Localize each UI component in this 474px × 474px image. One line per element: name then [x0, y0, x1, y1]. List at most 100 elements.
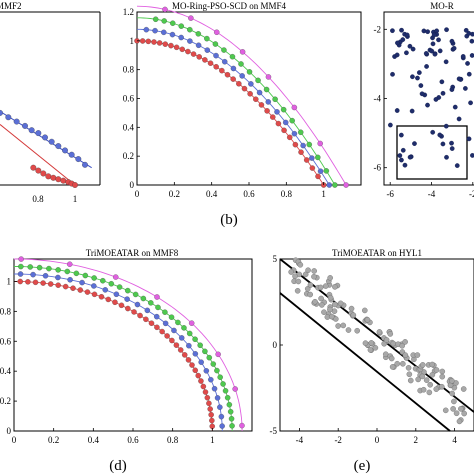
- x-tick-label: -4: [296, 435, 304, 445]
- panel-d-point: [144, 307, 151, 314]
- panel-c-point: [449, 140, 454, 146]
- panel-d-point: [207, 406, 213, 412]
- panel-e-point: [442, 407, 449, 414]
- y-tick-label: 0.6: [123, 94, 135, 104]
- panel-b-point: [168, 42, 174, 49]
- panel-b-point: [303, 157, 310, 163]
- panel-d-point: [137, 312, 143, 319]
- panel-b-point: [221, 47, 227, 53]
- panel-e-point: [364, 316, 371, 323]
- panel-e-point: [367, 347, 374, 353]
- y-tick-label: 0.6: [0, 336, 12, 346]
- panel-c-point: [437, 132, 443, 138]
- panel-d-point: [143, 316, 149, 323]
- panel-d-point: [206, 354, 213, 361]
- panel-e-point: [307, 282, 314, 288]
- panel-c-point: [394, 108, 400, 113]
- panel-b-point: [317, 140, 323, 147]
- panel-b-point: [152, 27, 158, 34]
- panel-c-point: [469, 53, 474, 58]
- panel-b-point: [264, 108, 270, 114]
- panel-b-point: [239, 49, 246, 55]
- panel-d-point: [98, 294, 105, 300]
- panel-b-point: [282, 119, 289, 126]
- panel-d-point: [186, 342, 192, 349]
- panel-b-point: [241, 85, 248, 92]
- panel-e-point: [433, 367, 440, 373]
- panel-d-point: [202, 348, 208, 355]
- panel-e-point: [327, 306, 333, 313]
- panel-c-point: [419, 91, 425, 97]
- x-tick-label: 0.4: [88, 435, 100, 445]
- x-tick-label: 0.8: [167, 435, 179, 445]
- panel-d-point: [208, 412, 214, 418]
- panel-e-point: [332, 284, 338, 290]
- panel-c-point: [423, 51, 429, 56]
- panel-c-point: [431, 32, 437, 38]
- panel-b-point: [315, 173, 321, 180]
- panel-c-point: [452, 104, 458, 110]
- panel-c-chart: MO-R -6 -4 -2 -2 -4 -6: [374, 1, 474, 199]
- panel-c-point: [449, 87, 455, 92]
- panel-d-point: [73, 270, 80, 277]
- panel-a-point: [5, 114, 12, 121]
- panel-b-point: [343, 182, 349, 188]
- panel-c-point: [443, 123, 449, 129]
- y-tick-label: 0.8: [0, 306, 12, 316]
- panel-e-point: [354, 327, 360, 334]
- panel-d-point: [181, 352, 188, 358]
- y-tick-label: 0: [273, 340, 278, 350]
- panel-b-point: [265, 74, 272, 80]
- panel-e-boundary-lower: [279, 292, 451, 432]
- panel-b-point: [263, 86, 270, 93]
- panel-a-point: [72, 182, 78, 188]
- y-tick-label: 0.4: [0, 366, 12, 376]
- panel-d-point: [27, 264, 33, 270]
- panel-d-point: [25, 279, 31, 285]
- panel-e-point: [297, 262, 304, 268]
- panel-d-point: [220, 381, 226, 387]
- panel-d-point: [197, 342, 203, 348]
- panel-c-point: [469, 38, 474, 44]
- panel-b-point: [298, 149, 304, 155]
- panel-d-point: [84, 289, 91, 295]
- panel-b-point: [258, 102, 265, 108]
- panel-a-point: [0, 109, 3, 116]
- panel-d-point: [159, 328, 165, 335]
- panel-b-front-line: [137, 28, 330, 186]
- panel-b-point: [255, 77, 261, 84]
- panel-d-point: [124, 287, 131, 294]
- panel-b-point: [169, 20, 176, 26]
- panel-d-point: [214, 367, 220, 374]
- panel-c-point: [466, 71, 472, 77]
- panel-d-point: [226, 401, 233, 408]
- panel-e-point: [335, 323, 341, 329]
- panel-d-point: [186, 330, 193, 337]
- panel-c-point: [466, 31, 472, 36]
- x-tick-label: -6: [386, 189, 394, 199]
- panel-b-point: [289, 117, 295, 124]
- caption-b: (b): [220, 212, 238, 228]
- panel-a-point: [40, 170, 47, 177]
- panel-c-point: [463, 86, 468, 91]
- panel-d-point: [239, 422, 245, 429]
- panel-b-point: [246, 69, 253, 75]
- panel-d-point: [105, 296, 112, 303]
- panel-b-point: [230, 65, 237, 72]
- panel-c-point: [410, 74, 415, 80]
- panel-a-point: [62, 147, 68, 154]
- panel-b-point: [332, 182, 338, 188]
- panel-d-point: [62, 283, 69, 290]
- panel-c-point: [439, 79, 445, 85]
- panel-c-point: [449, 38, 455, 44]
- panel-d-point: [148, 320, 155, 326]
- panel-b-point: [179, 46, 186, 53]
- panel-d-point: [206, 400, 212, 407]
- panel-b-point: [306, 141, 313, 148]
- panel-b-point: [236, 80, 242, 87]
- panel-d-point: [215, 351, 221, 358]
- panel-e-chart: TriMOEATAR on HYL1 -4 -2 0 2 4 5 0 -5 (e): [270, 248, 474, 474]
- panel-d-point: [211, 385, 218, 392]
- panel-b-point: [195, 31, 202, 37]
- x-tick-label: 0.6: [127, 435, 139, 445]
